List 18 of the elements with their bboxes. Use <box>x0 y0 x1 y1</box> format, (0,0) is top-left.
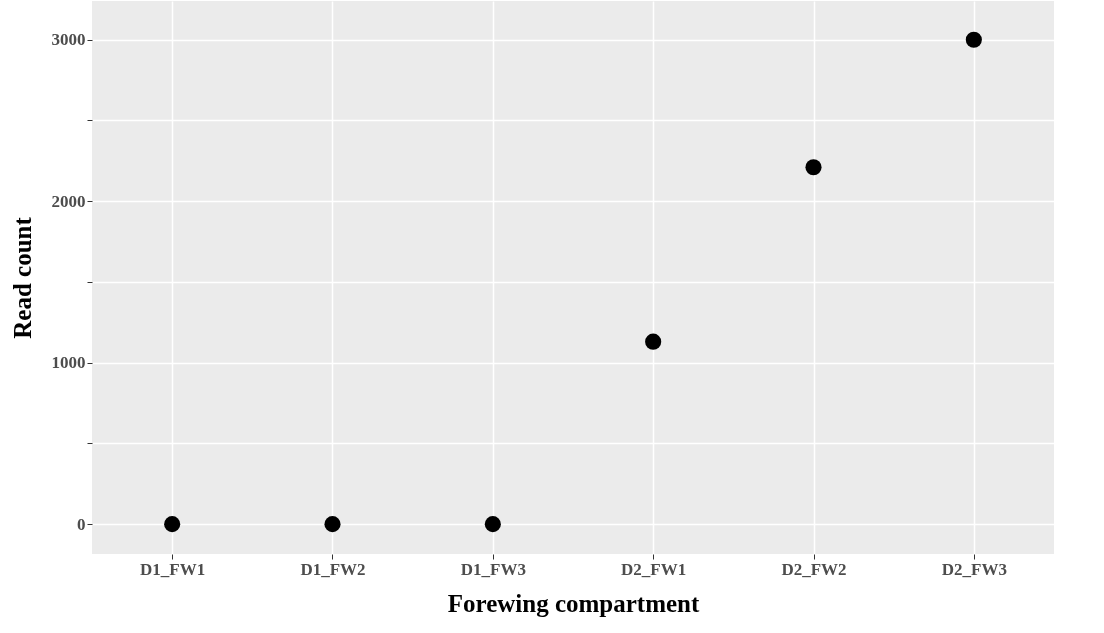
point <box>645 333 662 350</box>
x-axis-title: Forewing compartment <box>447 589 700 617</box>
x-tick-label: D1_FW2 <box>300 559 366 579</box>
x-tick-label: D1_FW1 <box>140 559 206 579</box>
y-axis-title: Read count <box>8 216 36 339</box>
point <box>324 516 341 533</box>
y-tick-label: 1000 <box>51 353 86 373</box>
x-tick-label: D1_FW3 <box>460 559 526 579</box>
y-tick-label: 2000 <box>51 191 86 211</box>
x-tick-label: D2_FW2 <box>781 559 847 579</box>
point <box>484 516 501 533</box>
point <box>805 159 822 176</box>
y-tick-label: 3000 <box>51 30 86 50</box>
point <box>164 516 181 533</box>
x-tick-label: D2_FW3 <box>941 559 1007 579</box>
y-tick-label: 0 <box>77 514 86 534</box>
x-tick-label: D2_FW1 <box>621 559 687 579</box>
point <box>965 31 982 48</box>
